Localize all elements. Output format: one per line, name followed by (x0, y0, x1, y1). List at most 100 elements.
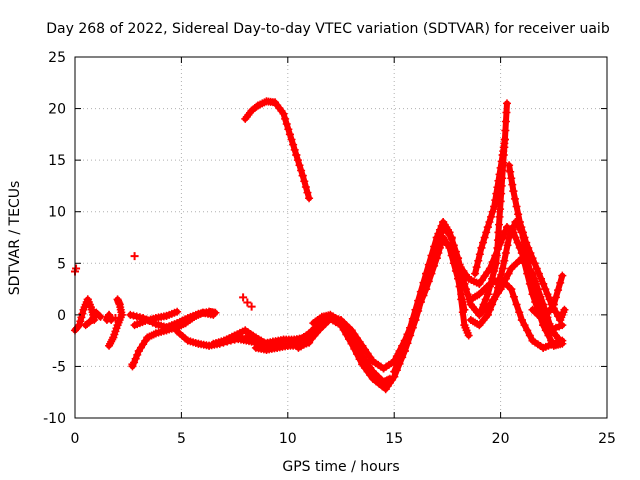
plus-marker (496, 205, 505, 214)
plus-marker (517, 223, 526, 232)
plus-marker (530, 287, 539, 296)
plus-marker (508, 180, 517, 189)
plus-marker (503, 241, 512, 250)
plus-marker (498, 264, 507, 273)
plus-marker (509, 187, 518, 196)
plus-marker (457, 295, 466, 304)
plus-marker (495, 220, 504, 229)
series-track-16 (466, 218, 567, 335)
y-tick-label: 15 (48, 153, 66, 169)
plus-marker (243, 298, 252, 307)
plus-marker (408, 314, 417, 323)
plus-marker (530, 259, 539, 268)
plus-marker (493, 236, 502, 245)
plus-marker (422, 269, 431, 278)
plus-marker (522, 238, 531, 247)
plus-marker (493, 243, 502, 252)
plus-marker (517, 316, 526, 325)
plus-marker (501, 248, 510, 257)
plus-marker (347, 339, 356, 348)
plus-marker (506, 167, 515, 176)
plus-marker (501, 126, 510, 135)
plus-marker (451, 247, 460, 256)
plus-marker (430, 242, 439, 251)
plus-marker (298, 171, 307, 180)
plus-marker (493, 183, 502, 192)
plus-marker (504, 269, 513, 278)
series-track-22 (241, 97, 314, 203)
x-axis-label: GPS time / hours (282, 459, 399, 475)
plus-marker (491, 196, 500, 205)
plus-marker (424, 260, 433, 269)
plus-marker (505, 233, 514, 242)
y-tick-label: 20 (48, 102, 66, 118)
plus-marker (492, 251, 501, 260)
plus-marker (355, 355, 364, 364)
plus-marker (284, 125, 293, 134)
plus-marker (532, 264, 541, 273)
plus-marker (500, 256, 509, 265)
plus-marker (416, 287, 425, 296)
plus-marker (490, 295, 499, 304)
plus-marker (173, 307, 182, 316)
plus-marker (78, 309, 87, 318)
plus-marker (507, 285, 516, 294)
plus-marker (549, 300, 558, 309)
plus-marker (483, 223, 492, 232)
plus-marker (490, 267, 499, 276)
plus-marker (543, 290, 552, 299)
plus-marker (483, 310, 492, 319)
plus-marker (128, 360, 137, 369)
plus-marker (74, 322, 83, 331)
plus-marker (72, 264, 81, 273)
plus-marker (406, 323, 415, 332)
plus-marker (342, 330, 351, 339)
plus-marker (507, 174, 516, 183)
plus-marker (464, 331, 473, 340)
plus-marker (403, 332, 412, 341)
y-tick-label: -5 (52, 359, 66, 375)
plus-marker (520, 233, 529, 242)
plus-marker (480, 233, 489, 242)
plus-marker (297, 166, 306, 175)
plus-marker (285, 130, 294, 139)
plus-marker (488, 300, 497, 309)
plus-marker (526, 269, 535, 278)
plus-marker (339, 325, 348, 334)
plus-marker (520, 321, 529, 330)
plus-marker (490, 202, 499, 211)
plus-marker (537, 274, 546, 283)
plus-marker (493, 283, 502, 292)
series-track-2 (81, 308, 105, 330)
series-track-4 (105, 295, 126, 350)
x-tick-label: 10 (279, 431, 297, 447)
series-track-6 (130, 307, 182, 330)
plus-marker (560, 305, 569, 314)
plus-marker (514, 210, 523, 219)
plus-marker (111, 313, 120, 322)
plus-marker (479, 238, 488, 247)
plus-marker (515, 218, 524, 227)
plus-marker (526, 248, 535, 257)
plus-marker (488, 207, 497, 216)
plus-marker (506, 229, 515, 238)
plus-marker (458, 308, 467, 317)
plus-marker (556, 278, 565, 287)
plus-marker (289, 140, 298, 149)
plus-marker (434, 229, 443, 238)
plus-marker (492, 290, 501, 299)
plus-marker (524, 243, 533, 252)
series-track-18 (471, 135, 509, 278)
plus-marker (400, 341, 409, 350)
plus-marker (474, 256, 483, 265)
plus-marker (392, 361, 401, 370)
y-tick-label: 0 (57, 308, 66, 324)
plus-marker (510, 194, 519, 203)
plus-marker (350, 344, 359, 353)
y-tick-label: 10 (48, 205, 66, 221)
plus-marker (495, 212, 504, 221)
series-track-3 (102, 310, 116, 325)
series-track-1 (71, 295, 99, 335)
plus-marker (445, 228, 454, 237)
